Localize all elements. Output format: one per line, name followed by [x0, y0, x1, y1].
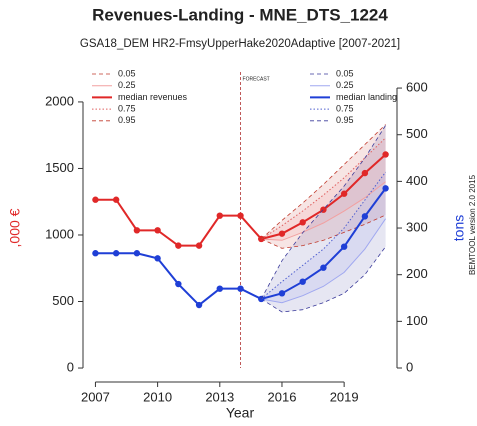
point: [299, 219, 306, 226]
point: [92, 250, 99, 257]
y2-tick-label: 0: [406, 359, 413, 374]
point: [382, 185, 389, 192]
point: [133, 227, 141, 234]
band: [261, 124, 386, 249]
point: [278, 290, 286, 297]
point: [216, 212, 223, 219]
y-tick-label: 500: [52, 293, 74, 308]
y2-tick-label: 300: [406, 219, 428, 234]
point: [237, 212, 244, 219]
series-line: [260, 137, 386, 240]
legend-label: median revenues: [118, 92, 188, 102]
chart-subtitle: GSA18_DEM HR2-FmsyUpperHake2020Adaptive …: [80, 38, 400, 50]
watermark: BEMTOOL version 2.0 2015: [468, 174, 477, 275]
point: [361, 169, 369, 177]
x-tick-label: 2013: [205, 389, 234, 404]
point: [382, 151, 389, 158]
chart-title: Revenues-Landing - MNE_DTS_1224: [92, 5, 388, 24]
point: [278, 230, 286, 237]
point: [299, 278, 306, 285]
point: [195, 301, 203, 309]
legend-label: 0.75: [118, 103, 136, 113]
legend-label: 0.25: [336, 80, 354, 90]
point: [175, 280, 182, 288]
y-tick-label: 2000: [45, 93, 74, 108]
point: [175, 242, 182, 249]
series-line: [260, 171, 387, 300]
legend-label: 0.25: [118, 80, 136, 90]
y2-tick-label: 400: [406, 173, 428, 188]
band: [261, 172, 386, 303]
x-tick-label: 2016: [268, 389, 297, 404]
legend-label: 0.95: [118, 115, 136, 125]
legend-label: 0.05: [336, 68, 354, 78]
y-axis-label: ,000 €: [7, 208, 23, 247]
point: [195, 242, 203, 249]
x-tick-label: 2007: [81, 389, 110, 404]
point: [216, 285, 223, 292]
legend-label: 0.95: [336, 115, 354, 125]
point: [133, 250, 141, 257]
series-line: [261, 218, 387, 304]
x-tick-label: 2010: [143, 389, 172, 404]
y2-tick-label: 500: [406, 126, 428, 141]
x-tick-label: 2019: [330, 389, 359, 404]
point: [320, 264, 327, 271]
y-tick-label: 0: [67, 359, 74, 374]
series-line: [261, 246, 386, 313]
y2-tick-label: 100: [406, 313, 428, 328]
point: [154, 227, 161, 234]
x-axis-label: Year: [226, 405, 255, 421]
y-tick-label: 1000: [45, 226, 74, 241]
band: [261, 125, 386, 313]
legend-label: 0.05: [118, 68, 136, 78]
legend-label: median landing: [336, 92, 397, 102]
forecast-label: FORECAST: [243, 76, 270, 82]
y2-axis-label: tons: [451, 215, 467, 241]
point: [361, 213, 369, 220]
point: [92, 196, 99, 203]
series-line: [261, 214, 386, 249]
y-tick-label: 1500: [45, 160, 74, 175]
series-line: [260, 124, 386, 240]
series-line: [261, 181, 386, 241]
point: [154, 255, 161, 262]
point: [340, 243, 348, 250]
y2-tick-label: 600: [406, 79, 428, 94]
band: [261, 137, 386, 241]
point: [237, 285, 244, 292]
point: [340, 190, 348, 197]
series-line: [260, 125, 386, 300]
point: [112, 196, 120, 203]
legend-label: 0.75: [336, 103, 354, 113]
point: [112, 250, 120, 257]
y2-tick-label: 200: [406, 266, 428, 281]
